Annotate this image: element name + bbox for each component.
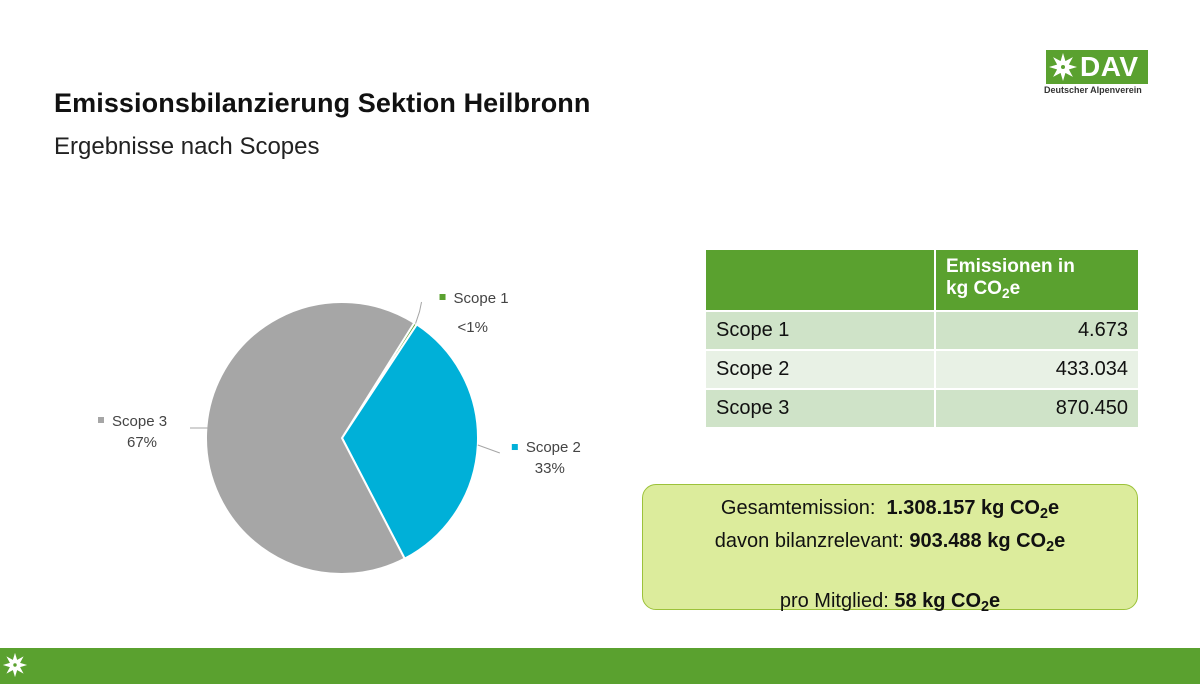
data-label-scope-1: Scope 1 bbox=[454, 290, 509, 307]
edelweiss-icon bbox=[1049, 53, 1077, 81]
summary-unit-sub: 2 bbox=[1039, 506, 1048, 523]
edelweiss-icon bbox=[2, 652, 28, 678]
table-row: Scope 3 870.450 bbox=[706, 388, 1138, 427]
page-subtitle: Ergebnisse nach Scopes bbox=[54, 133, 320, 160]
data-label-percent-scope-3: 67% bbox=[127, 434, 157, 451]
data-label-scope-3: Scope 3 bbox=[112, 413, 167, 430]
header-unit: kg CO2e bbox=[946, 277, 1021, 301]
pie-slice-scope-3 bbox=[205, 301, 416, 575]
row-value: 4.673 bbox=[935, 310, 1138, 350]
footer-bar bbox=[0, 648, 1200, 684]
row-label: Scope 2 bbox=[706, 349, 936, 389]
summary-unit-suffix: e bbox=[1054, 530, 1066, 553]
header-unit-suffix: e bbox=[1009, 277, 1021, 299]
leader-line-scope-1 bbox=[415, 301, 423, 324]
summary-per-member: pro Mitglied: 58 kg CO2e bbox=[643, 588, 1137, 621]
row-value: 870.450 bbox=[935, 388, 1138, 427]
row-label: Scope 3 bbox=[706, 388, 936, 427]
header-unit-prefix: kg CO bbox=[946, 277, 1002, 299]
header-line1: Emissionen in bbox=[946, 255, 1075, 277]
legend-marker-scope-2 bbox=[511, 444, 518, 451]
summary-total-value: 1.308.157 kg CO bbox=[886, 497, 1040, 519]
header-unit-sub: 2 bbox=[1001, 285, 1010, 301]
page-title: Emissionsbilanzierung Sektion Heilbronn bbox=[54, 88, 591, 118]
leader-line-scope-2 bbox=[477, 444, 500, 454]
summary-relevant: davon bilanzrelevant: 903.488 kg CO2e bbox=[643, 528, 1137, 561]
summary-unit-sub: 2 bbox=[981, 599, 990, 616]
summary-spacer bbox=[643, 561, 1137, 588]
row-value: 433.034 bbox=[935, 349, 1138, 389]
logo-box: DAV bbox=[1046, 50, 1148, 84]
summary-relevant-value: 903.488 kg CO bbox=[909, 530, 1047, 553]
emissions-table: Emissionen in kg CO2e Scope 1 4.673 Scop… bbox=[706, 250, 1138, 427]
legend-marker-scope-3 bbox=[98, 417, 104, 423]
logo-tagline: Deutscher Alpenverein bbox=[1044, 85, 1142, 95]
table-header-emissions: Emissionen in kg CO2e bbox=[935, 250, 1138, 311]
summary-member-value: 58 kg CO bbox=[894, 590, 982, 613]
data-label-scope-2: Scope 2 bbox=[526, 439, 581, 456]
summary-unit-sub: 2 bbox=[1046, 539, 1055, 556]
summary-box: Gesamtemission: 1.308.157 kg CO2e davon … bbox=[642, 484, 1138, 615]
pie-slice-scope-2 bbox=[340, 323, 479, 561]
row-label: Scope 1 bbox=[706, 310, 936, 350]
table-header-empty bbox=[706, 250, 936, 311]
summary-total-label: Gesamtemission: bbox=[720, 497, 876, 519]
table-row: Scope 1 4.673 bbox=[706, 310, 1138, 350]
summary-total: Gesamtemission: 1.308.157 kg CO2e bbox=[643, 495, 1137, 528]
data-label-percent-scope-2: 33% bbox=[535, 460, 565, 477]
summary-unit-suffix: e bbox=[989, 590, 1001, 613]
legend-marker-scope-1 bbox=[439, 294, 446, 300]
summary-relevant-label: davon bilanzrelevant: bbox=[714, 530, 904, 553]
dav-logo: DAV Deutscher Alpenverein bbox=[1044, 50, 1152, 100]
logo-word: DAV bbox=[1080, 51, 1139, 82]
table-row: Scope 2 433.034 bbox=[706, 349, 1138, 389]
summary-unit-suffix: e bbox=[1047, 497, 1060, 519]
summary-member-label: pro Mitglied: bbox=[779, 590, 889, 613]
table-header-row: Emissionen in kg CO2e bbox=[706, 250, 1138, 311]
data-label-percent-scope-1: <1% bbox=[458, 319, 488, 336]
scope-pie-chart: Scope 1 <1% Scope 2 33% Scope 3 67% bbox=[98, 290, 581, 575]
